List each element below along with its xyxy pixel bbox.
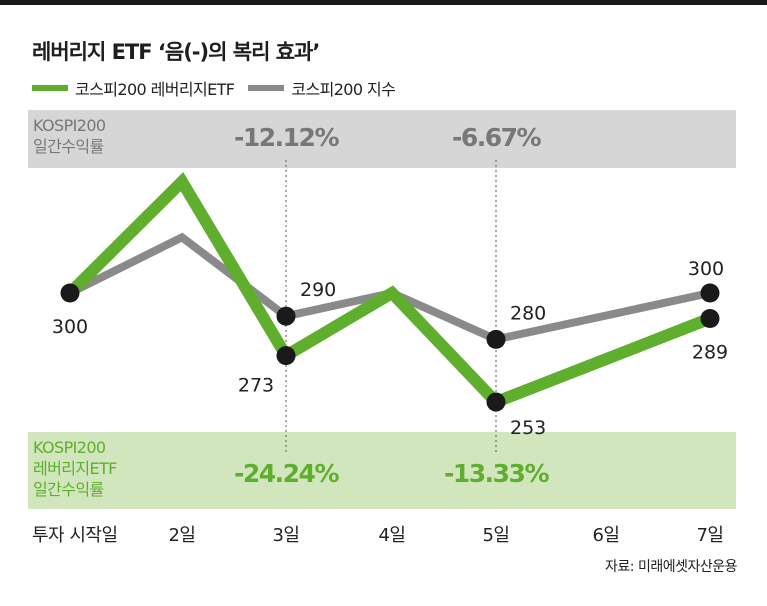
data-point-label: 290 [300,279,336,301]
x-tick-label: 4일 [378,525,405,546]
legend-label-index: 코스피200 지수 [291,80,396,99]
x-tick-label: 2일 [168,525,195,546]
x-tick-label: 7일 [696,525,723,546]
x-tick-label: 3일 [272,525,299,546]
data-point-label: 289 [692,342,728,364]
data-point-marker [276,346,296,366]
x-tick-label: 6일 [592,525,619,546]
series-line-etf [65,171,713,410]
data-point-marker [276,306,296,326]
data-point-marker [700,283,720,303]
data-point-label: 300 [688,258,724,280]
data-point-label: 300 [52,316,88,338]
band-etf [28,432,736,509]
data-point-marker [60,283,80,303]
band-value: -13.33% [444,459,549,488]
series-line-index [68,232,711,344]
legend-swatch-etf [32,85,68,91]
band-value: -6.67% [452,123,542,152]
legend-item-etf: 코스피200 레버리지ETF [32,76,235,100]
data-point-marker [486,329,506,349]
x-tick-label: 투자 시작일 [32,525,118,546]
data-point-label: 273 [238,375,274,397]
band-label-line: 레버리지ETF [33,459,117,478]
legend-label-etf: 코스피200 레버리지ETF [75,80,235,99]
data-point-marker [486,392,506,412]
band-label-line: 일간수익률 [33,480,104,499]
data-point-label: 253 [510,417,546,439]
chart-title: 레버리지 ETF ‘음(-)의 복리 효과’ [32,40,320,64]
band-label-line: KOSPI200 [33,438,106,457]
band-label-line: KOSPI200 [33,116,106,135]
band-label-line: 일간수익률 [33,137,104,156]
top-rule [0,0,767,5]
band-value: -24.24% [234,459,339,488]
legend: 코스피200 레버리지ETF 코스피200 지수 [32,76,409,100]
legend-item-index: 코스피200 지수 [248,76,396,100]
band-value: -12.12% [234,123,339,152]
data-point-marker [700,309,720,329]
legend-swatch-index [248,85,285,91]
data-point-label: 280 [510,302,546,324]
source-note: 자료: 미래에셋자산운용 [605,559,737,575]
band-index [28,110,736,168]
x-tick-label: 5일 [482,525,509,546]
